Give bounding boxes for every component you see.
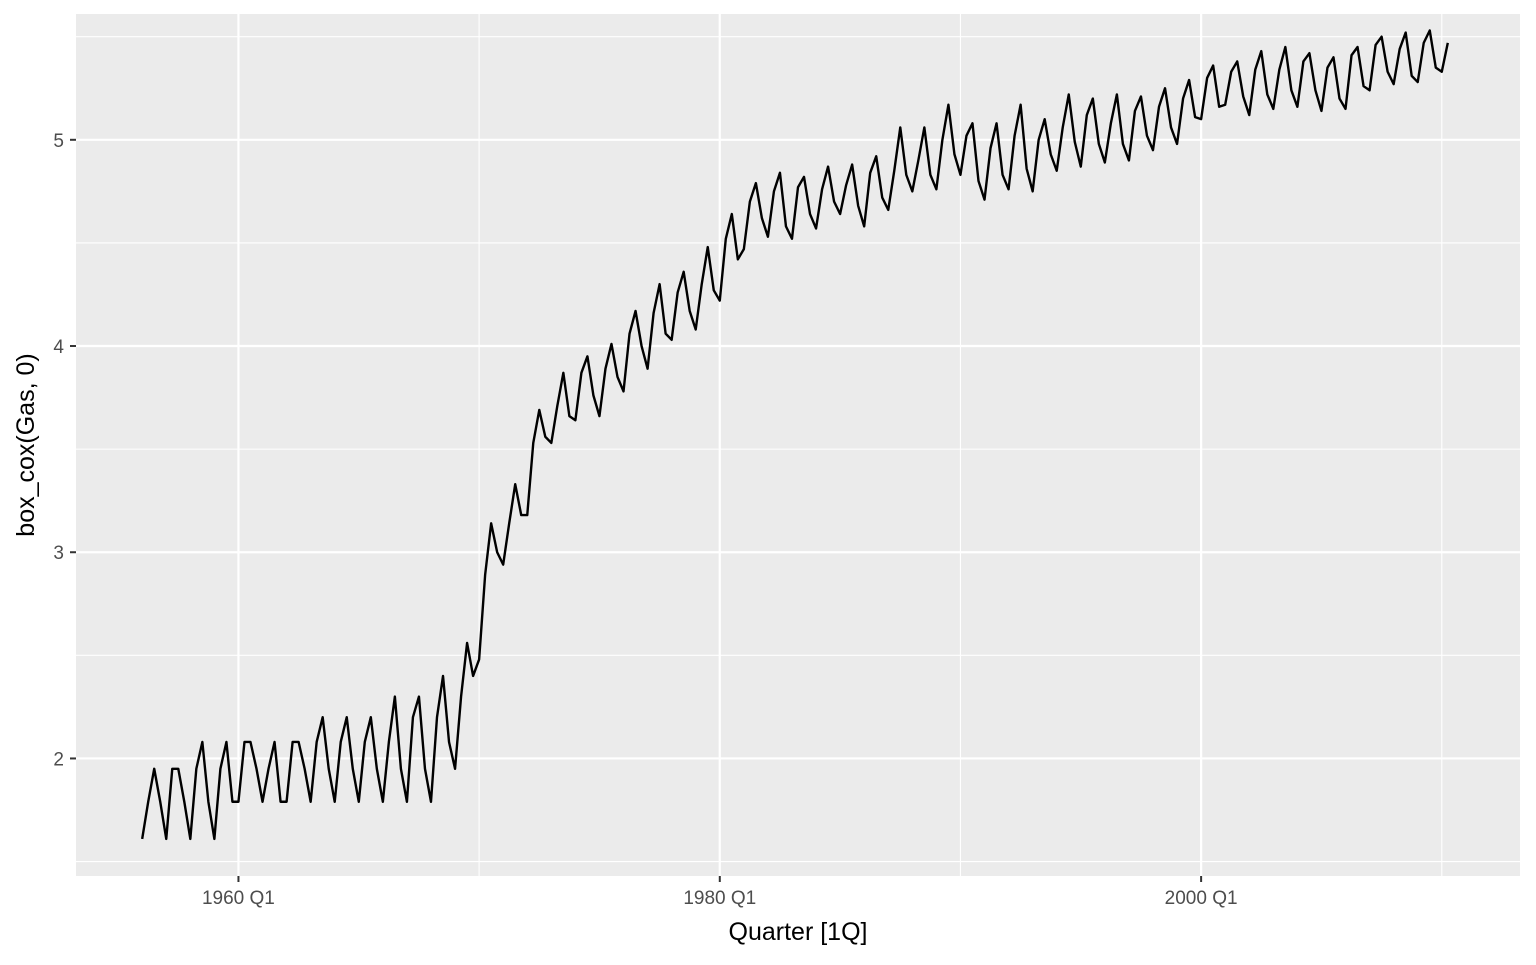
axis-ticks [70,138,1203,882]
x-tick-label: 1980 Q1 [683,888,756,909]
x-tick-label: 1960 Q1 [202,888,275,909]
y-tick-label: 2 [53,749,64,770]
tick-labels: 1960 Q1 1980 Q1 2000 Q1 2 3 4 5 [53,131,1237,909]
plot-panel [76,14,1520,876]
y-axis-title: box_cox(Gas, 0) [12,353,40,536]
major-gridlines [76,14,1520,876]
x-axis-title: Quarter [1Q] [729,918,868,946]
y-tick-label: 3 [53,543,64,564]
x-tick-label: 2000 Q1 [1165,888,1238,909]
series-layer [140,29,1449,841]
series-line [140,29,1449,841]
y-tick-label: 5 [53,131,64,152]
y-tick-label: 4 [53,337,64,358]
minor-gridlines [76,14,1520,876]
